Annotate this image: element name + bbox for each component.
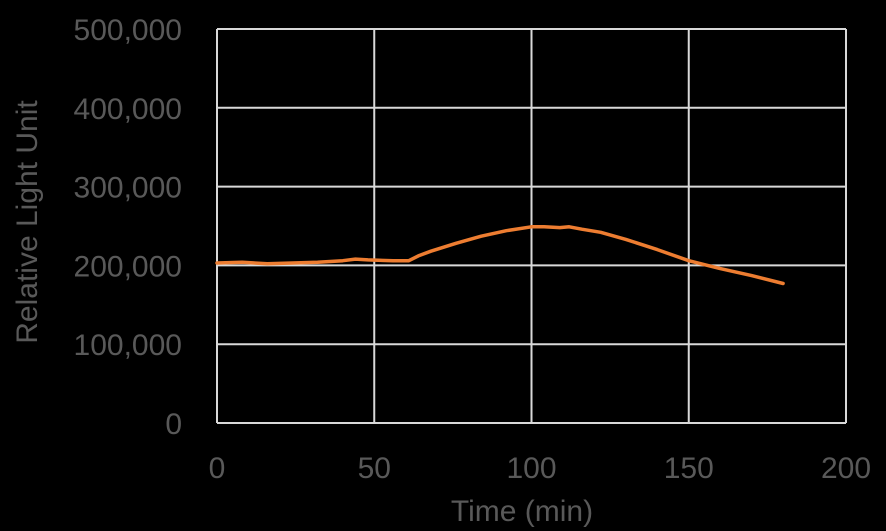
x-tick-label: 150 xyxy=(664,452,714,485)
y-tick-label: 300,000 xyxy=(74,172,182,205)
y-axis-title: Relative Light Unit xyxy=(11,100,44,344)
x-tick-label: 100 xyxy=(506,452,556,485)
x-tick-label: 200 xyxy=(821,452,871,485)
x-tick-label: 50 xyxy=(358,452,391,485)
x-tick-label: 0 xyxy=(209,452,226,485)
series-line-rlu xyxy=(215,225,785,286)
y-tick-label: 200,000 xyxy=(74,250,182,283)
gridlines xyxy=(216,28,847,424)
y-tick-label: 0 xyxy=(165,408,182,441)
y-tick-label: 400,000 xyxy=(74,93,182,126)
y-tick-label: 100,000 xyxy=(74,329,182,362)
y-tick-label: 500,000 xyxy=(74,14,182,47)
x-axis-title: Time (min) xyxy=(451,495,593,528)
x-axis-ticks: 0 50 100 150 200 xyxy=(209,452,871,485)
y-axis-ticks: 0 100,000 200,000 300,000 400,000 500,000 xyxy=(74,14,182,441)
